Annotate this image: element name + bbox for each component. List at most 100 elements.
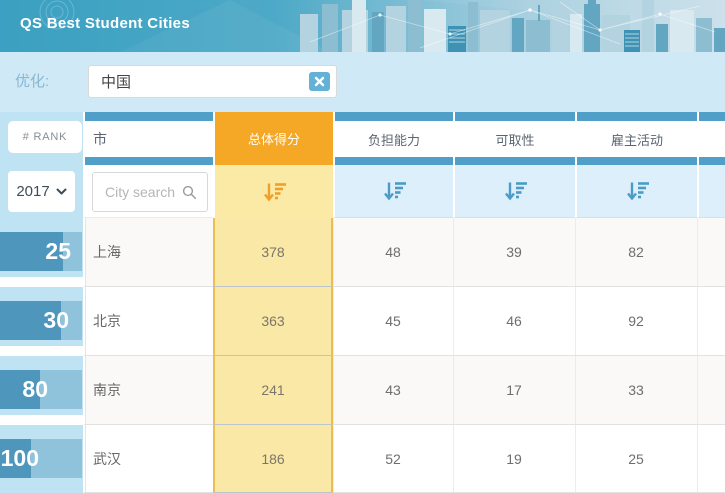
header-strip xyxy=(699,112,725,121)
column-header-affordability[interactable]: 负担能力 xyxy=(333,112,453,165)
header-strip xyxy=(335,157,453,165)
header-strip xyxy=(577,157,697,165)
column-header-partial xyxy=(697,112,725,165)
rank-bar-fill: 30 xyxy=(0,301,69,340)
close-icon xyxy=(314,76,325,87)
banner: QS Best Student Cities xyxy=(0,0,725,52)
affordability-cell: 45 xyxy=(333,287,453,356)
header-strip xyxy=(699,157,725,165)
rank-header-cell: # RANK xyxy=(0,112,83,165)
desirability-cell: 17 xyxy=(453,356,575,425)
header-strip xyxy=(455,112,575,121)
table-row[interactable]: 80 南京 241 43 17 33 xyxy=(0,356,725,425)
affordability-cell: 43 xyxy=(333,356,453,425)
page-title: QS Best Student Cities xyxy=(20,15,190,32)
partial-cell xyxy=(697,287,725,356)
rank-value: 30 xyxy=(43,307,69,333)
partial-cell xyxy=(697,218,725,287)
sort-desc-button-overall[interactable] xyxy=(262,181,287,203)
rank-bar-track: 25 xyxy=(0,232,82,271)
overall-score-cell: 186 xyxy=(213,425,333,493)
city-search-cell xyxy=(83,165,213,218)
column-header-city[interactable]: 市 xyxy=(83,112,213,165)
sort-desc-button-employer-activity[interactable] xyxy=(625,180,650,202)
refine-input-wrap xyxy=(88,65,337,98)
table-controls-row: 2017 xyxy=(0,165,725,218)
rank-cell: 25 xyxy=(0,218,83,287)
header-strip xyxy=(577,112,697,121)
column-label-city: 市 xyxy=(85,121,213,157)
city-cell: 北京 xyxy=(83,287,213,356)
employer-activity-cell: 33 xyxy=(575,356,697,425)
city-cell: 上海 xyxy=(83,218,213,287)
rank-bar-track: 100 xyxy=(0,439,82,478)
chevron-down-icon xyxy=(56,188,67,195)
desirability-cell: 46 xyxy=(453,287,575,356)
rank-bar-block: 25 xyxy=(0,218,83,277)
year-dropdown[interactable]: 2017 xyxy=(8,171,75,212)
city-cell: 南京 xyxy=(83,356,213,425)
header-strip xyxy=(455,157,575,165)
clear-filter-button[interactable] xyxy=(309,72,330,91)
affordability-cell: 48 xyxy=(333,218,453,287)
sort-cell-employer-activity xyxy=(575,165,697,218)
city-search-box xyxy=(92,172,208,212)
desirability-cell: 39 xyxy=(453,218,575,287)
rank-bar-block: 30 xyxy=(0,287,83,346)
rank-header-chip: # RANK xyxy=(8,121,82,153)
city-search-input[interactable] xyxy=(105,184,182,200)
table-header: # RANK 市 总体得分 负担能力 可取性 雇主活动 xyxy=(0,112,725,165)
rank-bar-track: 80 xyxy=(0,370,82,409)
rank-value: 25 xyxy=(45,238,71,264)
table-row[interactable]: 25 上海 378 48 39 82 xyxy=(0,218,725,287)
cityscape-illustration xyxy=(0,0,725,52)
rank-value: 80 xyxy=(22,376,48,402)
column-label-employer-activity: 雇主活动 xyxy=(577,121,697,157)
employer-activity-cell: 92 xyxy=(575,287,697,356)
rank-value: 100 xyxy=(0,445,39,471)
column-label-affordability: 负担能力 xyxy=(335,121,453,157)
filter-bar: 优化: xyxy=(0,52,725,112)
sort-desc-icon xyxy=(383,182,406,201)
column-label-partial xyxy=(699,121,725,157)
header-strip xyxy=(85,157,213,165)
sort-cell-affordability xyxy=(333,165,453,218)
affordability-cell: 52 xyxy=(333,425,453,493)
refine-label: 优化: xyxy=(15,73,50,90)
rank-cell: 100 xyxy=(0,425,83,493)
sort-desc-icon xyxy=(504,182,527,201)
column-header-employer-activity[interactable]: 雇主活动 xyxy=(575,112,697,165)
sort-desc-button-desirability[interactable] xyxy=(503,180,528,202)
sort-desc-icon xyxy=(626,182,649,201)
sort-desc-icon xyxy=(263,182,286,201)
column-label-desirability: 可取性 xyxy=(455,121,575,157)
overall-score-cell: 241 xyxy=(213,356,333,425)
year-cell: 2017 xyxy=(0,165,83,218)
rank-bar-block: 80 xyxy=(0,356,83,415)
rank-bar-track: 30 xyxy=(0,301,82,340)
partial-cell xyxy=(697,425,725,493)
rank-bar-block: 100 xyxy=(0,425,83,493)
desirability-cell: 19 xyxy=(453,425,575,493)
employer-activity-cell: 25 xyxy=(575,425,697,493)
sort-cell-overall xyxy=(213,165,333,218)
table-row[interactable]: 100 武汉 186 52 19 25 xyxy=(0,425,725,493)
rank-bar-fill: 100 xyxy=(0,439,39,478)
year-dropdown-value: 2017 xyxy=(16,183,50,200)
rank-cell: 30 xyxy=(0,287,83,356)
overall-score-cell: 363 xyxy=(213,287,333,356)
rank-cell: 80 xyxy=(0,356,83,425)
table-row[interactable]: 30 北京 363 45 46 92 xyxy=(0,287,725,356)
sort-cell-desirability xyxy=(453,165,575,218)
refine-input[interactable] xyxy=(89,73,309,90)
header-strip xyxy=(85,112,213,121)
rank-bar-fill: 80 xyxy=(0,370,48,409)
header-strip xyxy=(335,112,453,121)
search-icon xyxy=(182,185,197,199)
overall-score-cell: 378 xyxy=(213,218,333,287)
column-header-desirability[interactable]: 可取性 xyxy=(453,112,575,165)
city-cell: 武汉 xyxy=(83,425,213,493)
column-header-overall-score[interactable]: 总体得分 xyxy=(213,112,333,165)
sort-desc-button-affordability[interactable] xyxy=(382,180,407,202)
